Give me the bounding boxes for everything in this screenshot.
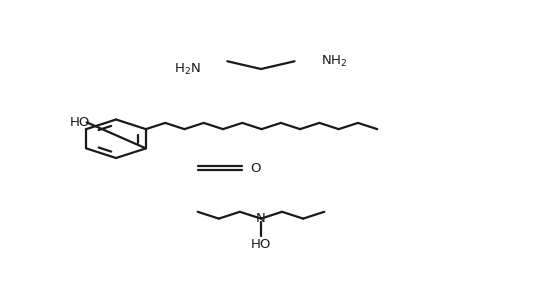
- Text: HO: HO: [251, 238, 271, 251]
- Text: O: O: [251, 162, 261, 175]
- Text: HO: HO: [70, 116, 90, 129]
- Text: $\mathsf{NH_2}$: $\mathsf{NH_2}$: [321, 54, 347, 69]
- Text: N: N: [256, 212, 266, 225]
- Text: $\mathsf{H_2N}$: $\mathsf{H_2N}$: [175, 62, 201, 77]
